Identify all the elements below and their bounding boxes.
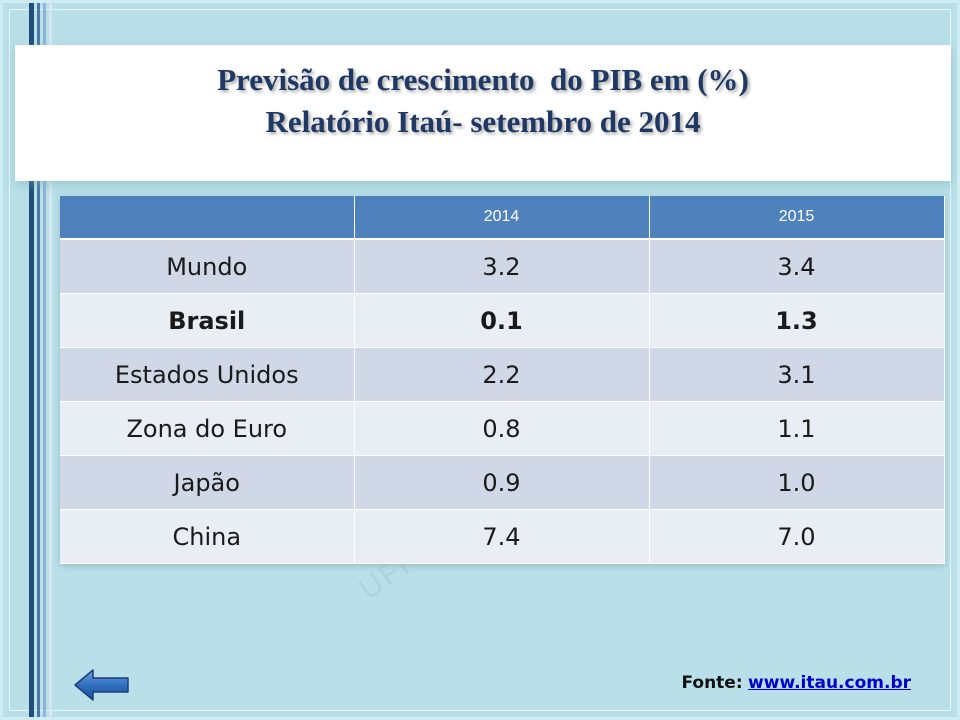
table-row: Zona do Euro 0.8 1.1 (60, 401, 945, 456)
decorative-stripe (29, 3, 34, 717)
country-cell: China (60, 509, 355, 564)
country-cell: Mundo (60, 239, 355, 294)
column-header-2015: 2015 (649, 196, 945, 240)
slide-frame (9, 9, 951, 711)
value-2014-cell: 7.4 (354, 509, 650, 564)
value-2014-cell: 0.1 (354, 293, 650, 348)
value-2014-cell: 0.8 (354, 401, 650, 456)
country-cell: Japão (60, 455, 355, 510)
source-label: Fonte: (681, 673, 743, 693)
table-row: Mundo 3.2 3.4 (60, 239, 945, 294)
value-2015-cell: 3.4 (649, 239, 945, 294)
country-cell: Estados Unidos (60, 347, 355, 402)
decorative-stripe (43, 3, 46, 717)
value-2014-cell: 2.2 (354, 347, 650, 402)
country-cell: Zona do Euro (60, 401, 355, 456)
gdp-forecast-table: 2014 2015 Mundo 3.2 3.4 Brasil 0.1 1.3 E… (60, 196, 945, 564)
table-row: Brasil 0.1 1.3 (60, 293, 945, 348)
table-row: Japão 0.9 1.0 (60, 455, 945, 510)
decorative-stripe (37, 3, 40, 717)
decorative-stripe (49, 3, 52, 717)
value-2015-cell: 1.3 (649, 293, 945, 348)
column-header-country (60, 196, 355, 240)
value-2015-cell: 3.1 (649, 347, 945, 402)
value-2014-cell: 0.9 (354, 455, 650, 510)
source-note: Fonte: www.itau.com.br (681, 673, 911, 693)
table-row: Estados Unidos 2.2 3.1 (60, 347, 945, 402)
title-line-1: Previsão de crescimento do PIB em (%) (217, 62, 749, 97)
title-line-2: Relatório Itaú- setembro de 2014 (265, 104, 701, 139)
value-2015-cell: 7.0 (649, 509, 945, 564)
column-header-2014: 2014 (354, 196, 650, 240)
country-cell: Brasil (60, 293, 355, 348)
table-row: China 7.4 7.0 (60, 509, 945, 564)
title-band (15, 45, 951, 181)
value-2014-cell: 3.2 (354, 239, 650, 294)
page-title: Previsão de crescimento do PIB em (%) Re… (15, 59, 951, 143)
left-arrow-icon (74, 669, 129, 701)
value-2015-cell: 1.1 (649, 401, 945, 456)
table-header-row: 2014 2015 (60, 196, 945, 240)
source-link[interactable]: www.itau.com.br (748, 673, 911, 693)
back-button[interactable] (73, 667, 131, 703)
value-2015-cell: 1.0 (649, 455, 945, 510)
